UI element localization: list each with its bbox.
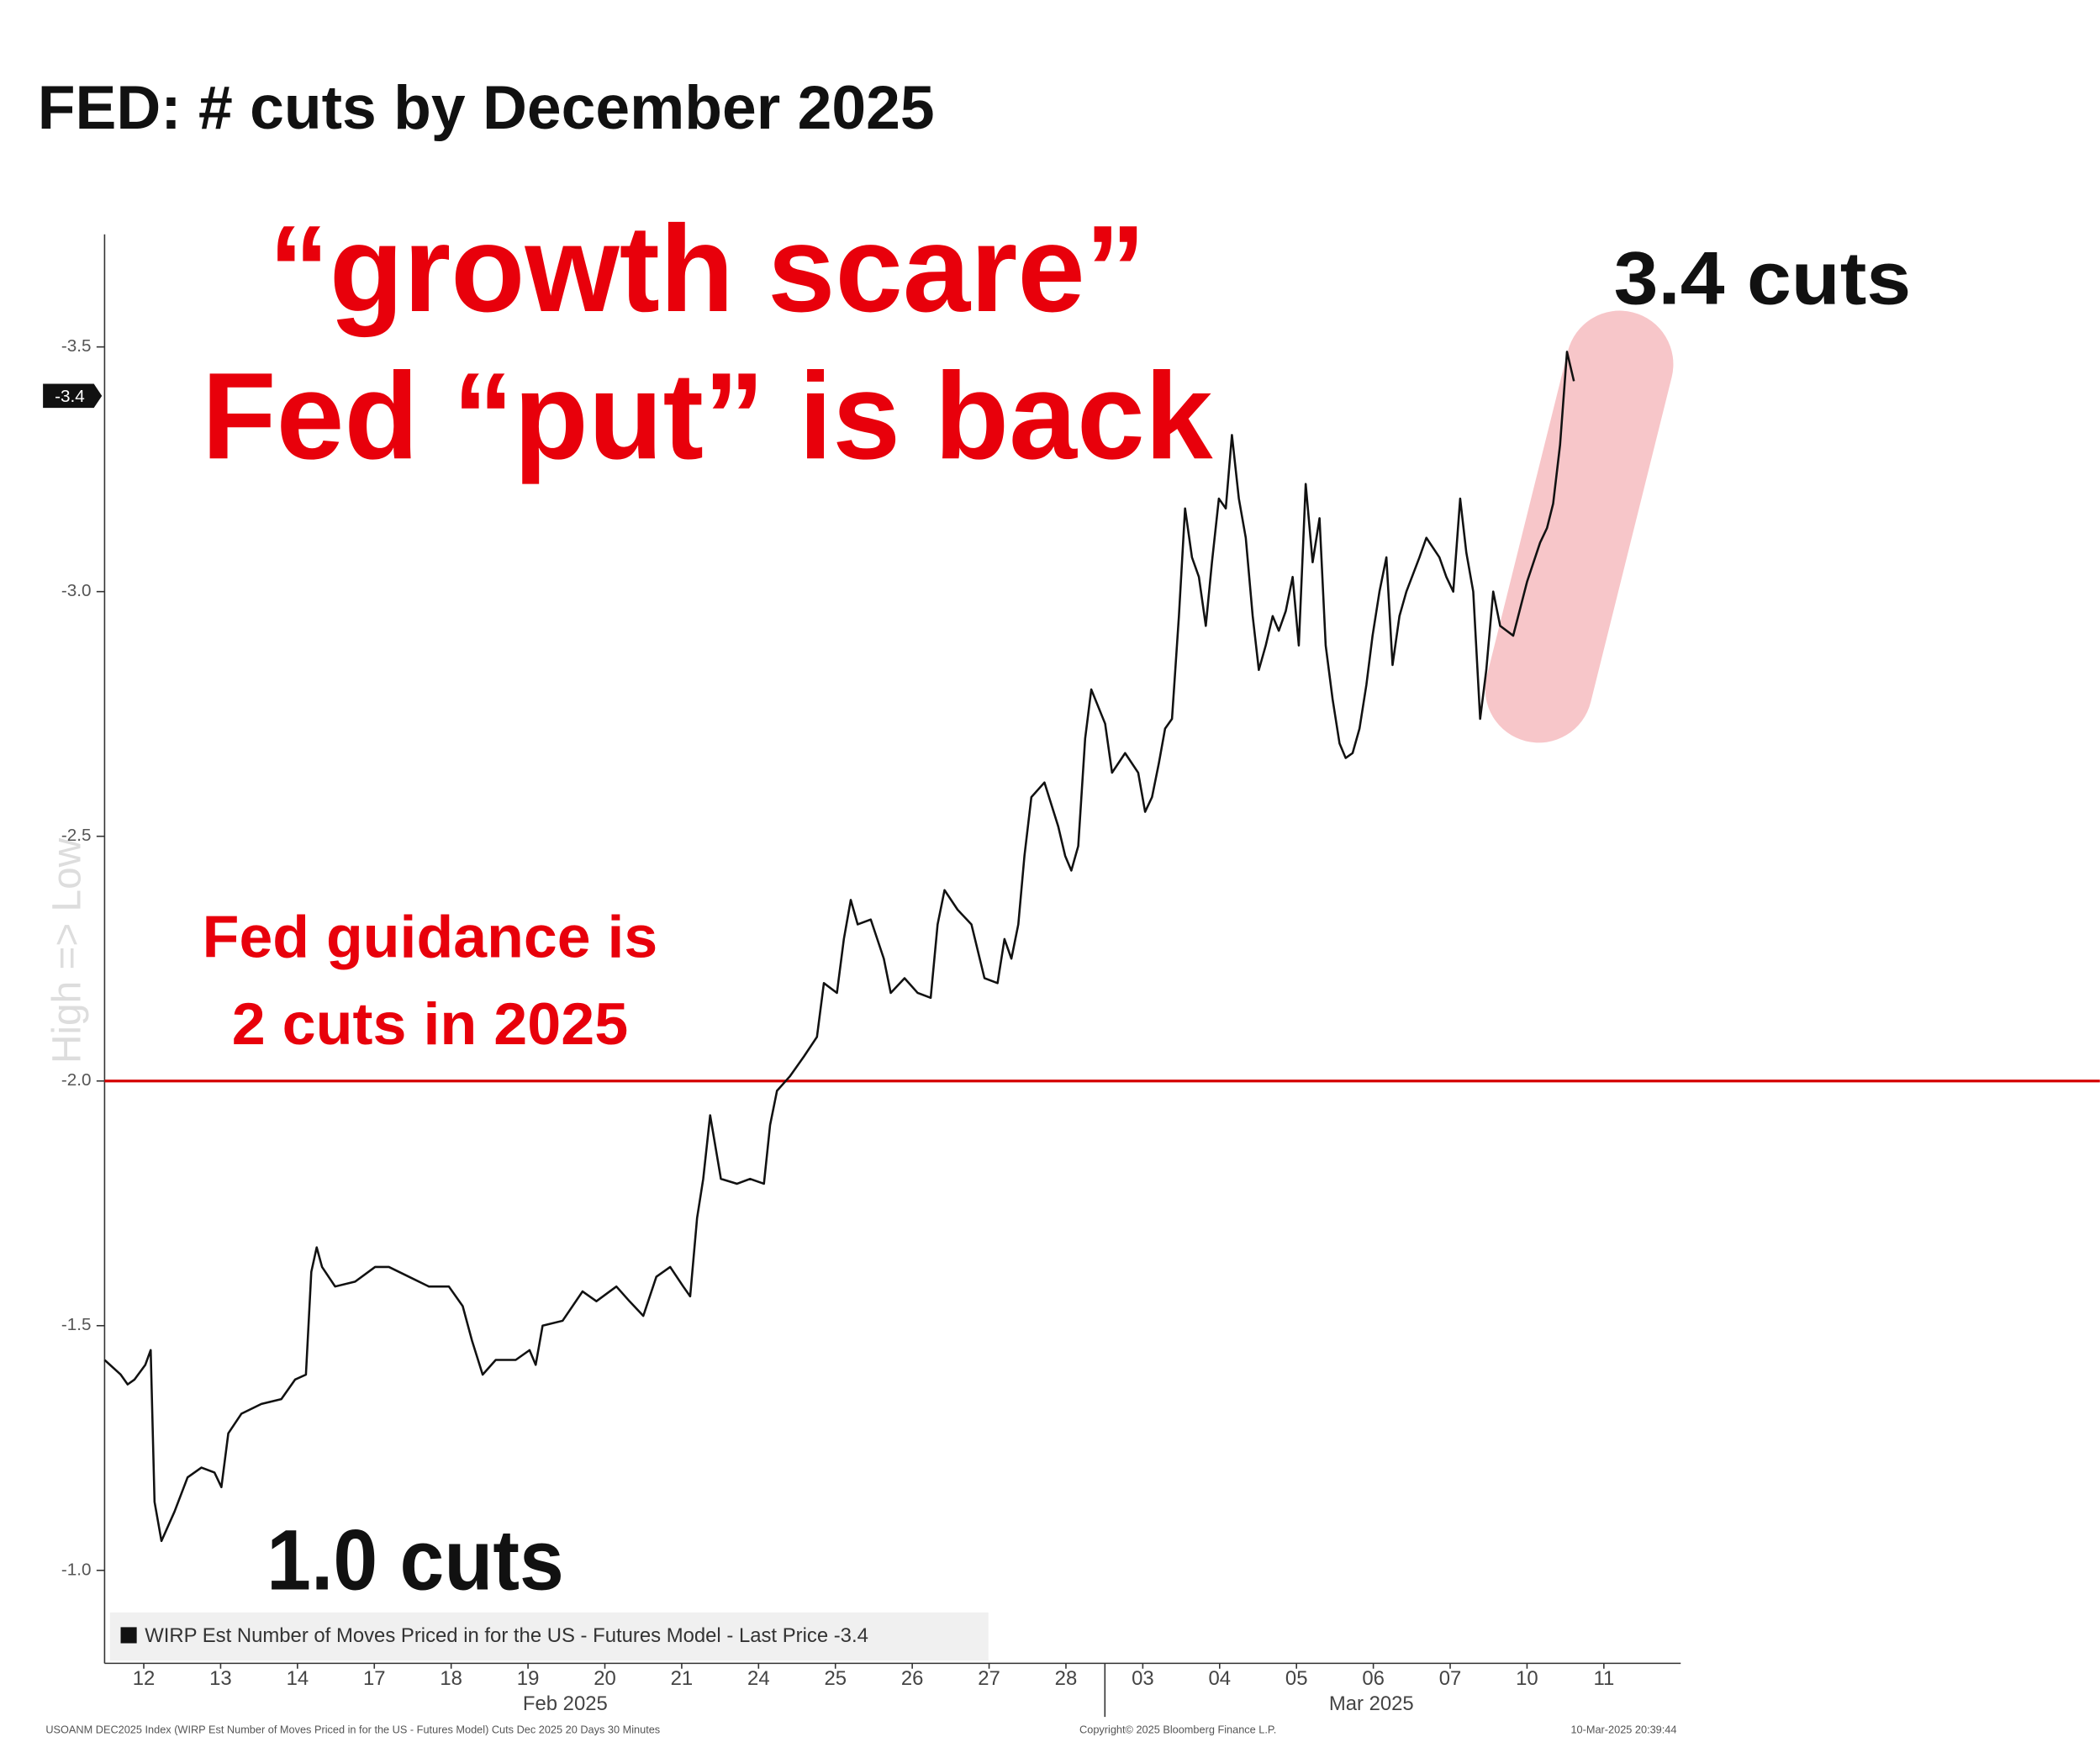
y-tick-label: -2.0	[61, 1070, 92, 1090]
y-axis-label: High => Low	[45, 837, 90, 1064]
x-tick-label: 19	[517, 1667, 540, 1690]
legend-swatch	[120, 1627, 137, 1644]
month-label: Feb 2025	[523, 1692, 608, 1715]
x-tick-label: 07	[1439, 1667, 1462, 1690]
x-tick-label: 28	[1055, 1667, 1078, 1690]
x-tick-label: 14	[287, 1667, 309, 1690]
x-tick-label: 05	[1285, 1667, 1308, 1690]
x-tick-label: 06	[1362, 1667, 1385, 1690]
x-tick-label: 25	[824, 1667, 847, 1690]
x-tick-label: 26	[901, 1667, 924, 1690]
legend-label: WIRP Est Number of Moves Priced in for t…	[145, 1624, 868, 1647]
y-tick-label: -1.5	[61, 1315, 92, 1334]
x-tick-label: 04	[1209, 1667, 1232, 1690]
last-price-tag	[43, 383, 103, 409]
highlight	[1485, 310, 1674, 743]
series-line	[103, 351, 1575, 1543]
annotation: 1.0 cuts	[266, 1513, 564, 1608]
footer-text: USOANM DEC2025 Index (WIRP Est Number of…	[45, 1723, 660, 1735]
chart-title: FED: # cuts by December 2025	[38, 73, 935, 142]
y-tick-label: -2.5	[61, 826, 92, 845]
annotation: 2 cuts in 2025	[232, 991, 629, 1057]
x-tick-label: 11	[1593, 1667, 1614, 1690]
y-tick-label: -3.0	[61, 581, 92, 600]
annotation: Fed “put” is back	[202, 347, 1213, 485]
y-tick-label: -1.0	[61, 1560, 92, 1579]
x-tick-label: 03	[1132, 1667, 1154, 1690]
annotation: 3.4 cuts	[1614, 235, 1912, 319]
legend-box	[109, 1612, 989, 1661]
footer-text: 10-Mar-2025 20:39:44	[1570, 1723, 1676, 1735]
x-tick-label: 10	[1516, 1667, 1538, 1690]
x-tick-label: 12	[133, 1667, 156, 1690]
annotation: “growth scare”	[269, 200, 1146, 338]
last-price-label: -3.4	[55, 387, 85, 406]
x-tick-label: 27	[978, 1667, 1000, 1690]
y-tick-label: -3.5	[61, 336, 92, 356]
month-label: Mar 2025	[1329, 1692, 1414, 1715]
x-tick-label: 20	[594, 1667, 616, 1690]
x-tick-label: 18	[440, 1667, 462, 1690]
footer-text: Copyright© 2025 Bloomberg Finance L.P.	[1079, 1723, 1276, 1735]
x-tick-label: 24	[747, 1667, 770, 1690]
x-tick-label: 21	[671, 1667, 694, 1690]
annotation: Fed guidance is	[203, 904, 658, 969]
x-tick-label: 17	[363, 1667, 386, 1690]
x-tick-label: 13	[209, 1667, 232, 1690]
